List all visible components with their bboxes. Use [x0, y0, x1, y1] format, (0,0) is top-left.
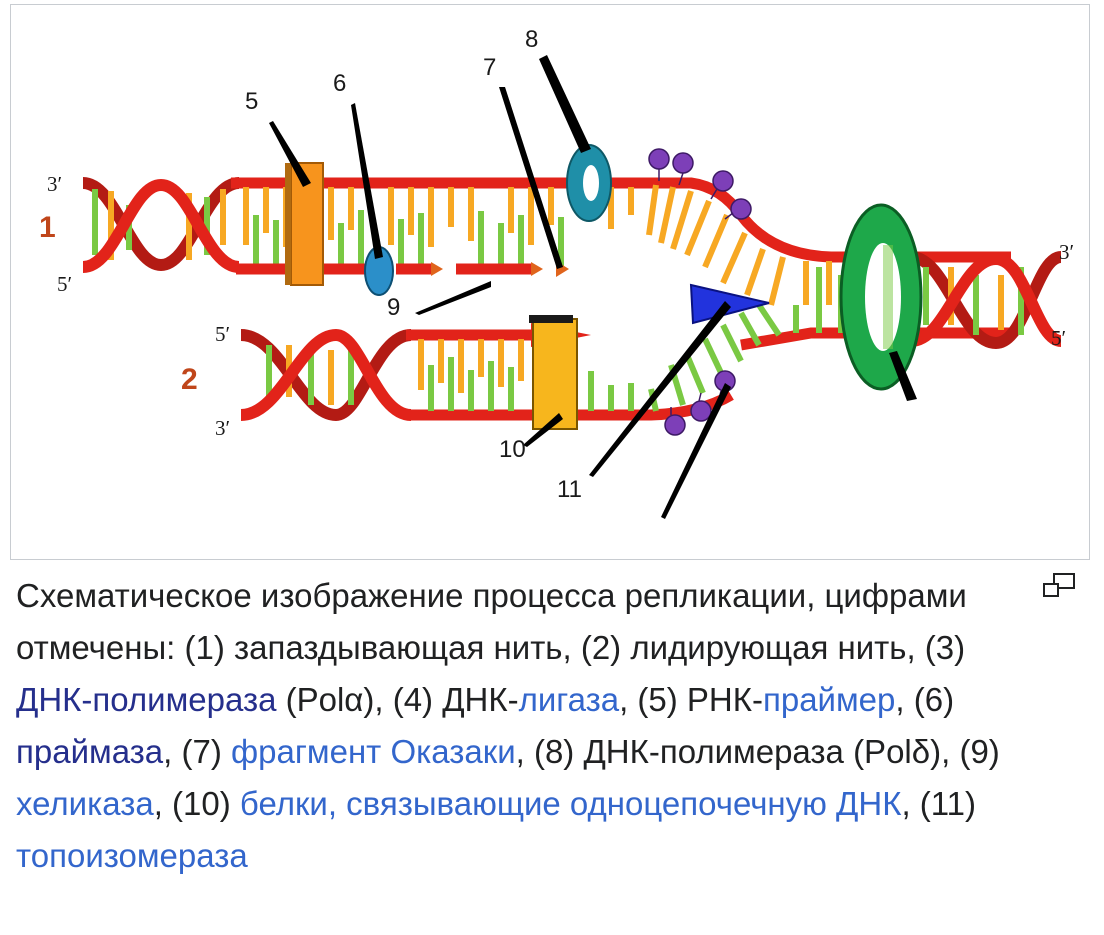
- callout-8: 10: [499, 436, 526, 463]
- top-backbone: [231, 177, 1011, 263]
- right-bottom-backbone: [740, 327, 1011, 351]
- strand-2-label: 2: [181, 363, 198, 396]
- end-top-left-3: 3′: [47, 172, 62, 196]
- top-rungs: [243, 184, 786, 306]
- link-topoisomerase[interactable]: топоизомераза: [16, 837, 248, 874]
- magnify-clip-icon[interactable]: [1042, 572, 1076, 598]
- end-bottom-right-5: 5′: [1051, 326, 1066, 350]
- polymerase-delta-icon: [529, 315, 578, 430]
- callout-4: 6: [333, 70, 346, 97]
- callout-5: 7: [483, 54, 496, 81]
- callout-3: 5: [245, 88, 258, 115]
- link-dna-polymerase[interactable]: ДНК-полимераза: [16, 681, 277, 718]
- primase-icon: [566, 144, 612, 222]
- end-bottom-left-5: 5′: [215, 322, 230, 346]
- dna-replication-diagram: 5 6 7 8 9 10 11 1 2 3′ 5′ 3′ 5′ 5′ 3′: [39, 26, 1074, 519]
- end-top-left-5: 5′: [57, 272, 72, 296]
- topoisomerase-icon: [839, 203, 923, 391]
- callout-leaders: [269, 55, 917, 519]
- right-helix: [909, 251, 1063, 350]
- figure-caption: Схематическое изображение процесса репли…: [16, 577, 1000, 874]
- end-bottom-left-3: 3′: [215, 416, 230, 440]
- end-top-right-3: 3′: [1059, 240, 1074, 264]
- top-helix: [81, 177, 241, 273]
- callout-9: 11: [557, 476, 582, 503]
- strand-1-label: 1: [39, 211, 56, 244]
- callout-7: 9: [387, 294, 400, 321]
- link-okazaki-fragment[interactable]: фрагмент Оказаки: [231, 733, 516, 770]
- figure-frame[interactable]: 5 6 7 8 9 10 11 1 2 3′ 5′ 3′ 5′ 5′ 3′: [10, 4, 1090, 560]
- helicase-icon: [689, 283, 770, 325]
- link-ligase[interactable]: лигаза: [518, 681, 620, 718]
- link-primase[interactable]: праймаза: [16, 733, 164, 770]
- link-ssb-proteins[interactable]: белки, связывающие одноцепочечную ДНК: [239, 785, 902, 822]
- link-primer[interactable]: праймер: [762, 681, 896, 718]
- link-helicase[interactable]: хеликаза: [16, 785, 154, 822]
- bottom-rungs: [418, 303, 782, 412]
- callout-6: 8: [525, 26, 538, 53]
- bottom-helix: [240, 328, 413, 422]
